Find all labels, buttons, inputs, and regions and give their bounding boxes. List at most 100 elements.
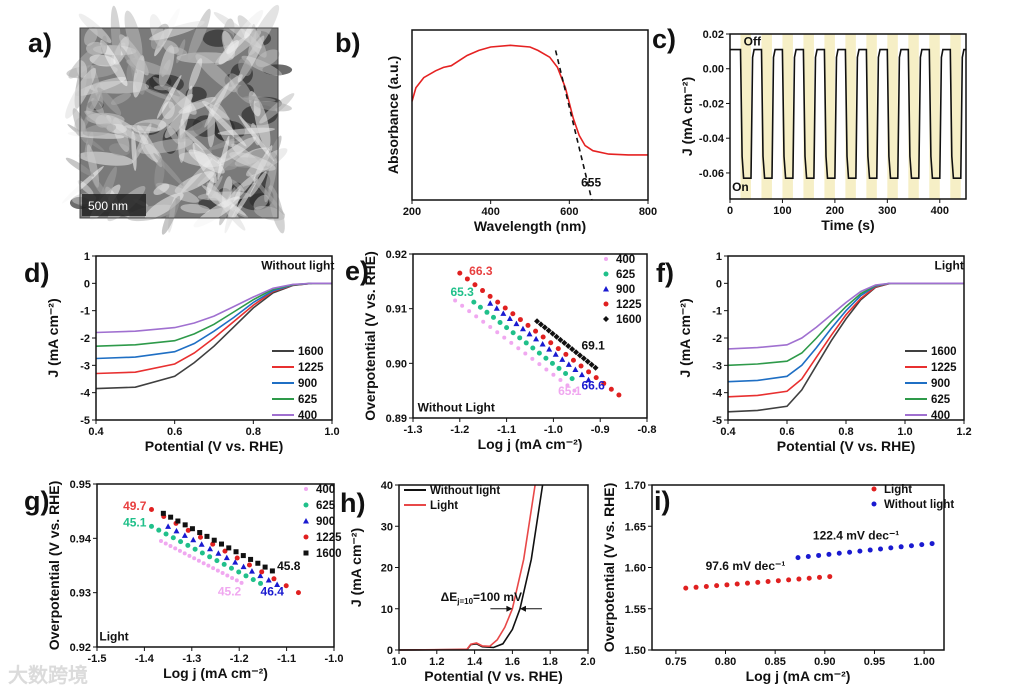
sem-flake: [217, 136, 256, 164]
arrow-head-icon: [506, 605, 513, 612]
data-point: [269, 568, 275, 574]
data-point: [255, 560, 261, 566]
x-tick-label: 1.6: [505, 656, 520, 668]
data-point: [569, 376, 575, 382]
data-point: [246, 562, 252, 568]
legend-label: 400: [931, 410, 950, 422]
sem-flake: [161, 195, 181, 235]
data-point: [871, 501, 877, 507]
series-line-1225: [95, 282, 332, 375]
data-point: [484, 309, 490, 315]
data-point: [878, 546, 884, 552]
data-point: [198, 541, 205, 547]
data-point: [506, 315, 513, 322]
data-point: [189, 526, 195, 532]
data-point: [552, 351, 559, 357]
sem-flake: [126, 59, 169, 76]
legend-label: 400: [316, 484, 335, 496]
arrow-head-icon: [519, 605, 526, 612]
data-point: [557, 336, 564, 343]
delta-e-annotation: ΔEj=10=100 mV: [441, 590, 522, 606]
series-1225: [457, 270, 622, 398]
data-point: [533, 335, 540, 342]
sem-flake: [156, 75, 182, 119]
data-point: [836, 550, 842, 556]
y-tick-label: 0: [84, 278, 90, 290]
sem-flake: [254, 205, 285, 221]
data-point: [303, 502, 309, 508]
x-tick-label: -1.0: [325, 653, 344, 665]
image-border: [79, 27, 279, 219]
annotation: 45.8: [277, 559, 301, 573]
data-point: [173, 546, 178, 551]
delta-e-sub: j=10: [456, 597, 473, 606]
x-tick-label: 1.2: [429, 656, 444, 668]
annotation: 65.3: [450, 285, 474, 299]
data-point: [495, 330, 500, 335]
data-point: [219, 541, 225, 547]
y-tick-label: 10: [381, 604, 393, 616]
data-point: [474, 314, 479, 319]
legend-label: 900: [931, 378, 950, 390]
data-point: [565, 361, 572, 367]
x-tick-label: 800: [639, 206, 657, 218]
data-point: [502, 335, 507, 340]
data-point: [495, 299, 501, 305]
data-point: [233, 549, 239, 555]
data-point: [548, 340, 554, 346]
sem-flake: [246, 148, 288, 177]
data-point: [181, 532, 188, 538]
y-tick-label: 1.70: [625, 480, 646, 492]
data-point: [248, 556, 254, 562]
sem-flake: [89, 54, 116, 67]
series-line-900: [727, 282, 964, 383]
annotation: Light: [99, 629, 128, 643]
data-point: [517, 335, 523, 341]
sem-flake: [82, 123, 117, 137]
y-tick-label: 1: [716, 251, 722, 263]
legend-label: 625: [316, 500, 336, 512]
x-tick-label: 200: [826, 205, 844, 217]
x-axis-label: Log j (mA cm⁻²): [746, 668, 851, 684]
sem-flake: [84, 26, 98, 46]
y-axis-label: Overpotential (V vs. RHE): [601, 483, 617, 653]
data-point: [493, 305, 500, 311]
data-point: [207, 545, 214, 552]
legend-label: Light: [430, 500, 458, 512]
legend-label: 1600: [316, 548, 342, 560]
plot-frame: [96, 483, 335, 648]
data-point: [563, 351, 569, 357]
legend-label: 900: [316, 516, 335, 528]
data-point: [578, 363, 584, 369]
y-tick-label: -0.06: [699, 168, 724, 180]
sem-flake: [141, 87, 173, 101]
data-point: [500, 310, 507, 316]
y-axis-label: J (mA cm⁻²): [677, 298, 693, 377]
data-point: [549, 330, 556, 337]
data-point: [453, 298, 458, 303]
data-point: [228, 565, 234, 571]
plot-frame: [411, 29, 649, 201]
data-point: [211, 537, 217, 543]
data-point: [765, 579, 771, 585]
data-point: [724, 582, 730, 588]
y-tick-label: 40: [381, 480, 393, 492]
sem-flake: [178, 96, 216, 114]
y-tick-label: -5: [712, 415, 722, 427]
data-point: [888, 545, 894, 551]
sem-flake: [250, 23, 257, 52]
legend-label: 1225: [931, 362, 957, 374]
x-tick-label: 0.4: [88, 426, 104, 438]
data-point: [523, 351, 528, 356]
sem-flake: [254, 101, 292, 112]
data-point: [826, 551, 832, 557]
data-point: [207, 554, 213, 560]
data-point: [578, 371, 585, 378]
data-point: [222, 548, 228, 554]
data-point: [775, 578, 781, 584]
data-point: [487, 293, 493, 299]
data-point: [572, 366, 579, 373]
data-point: [683, 585, 689, 591]
series-line-tangent: [554, 50, 593, 201]
